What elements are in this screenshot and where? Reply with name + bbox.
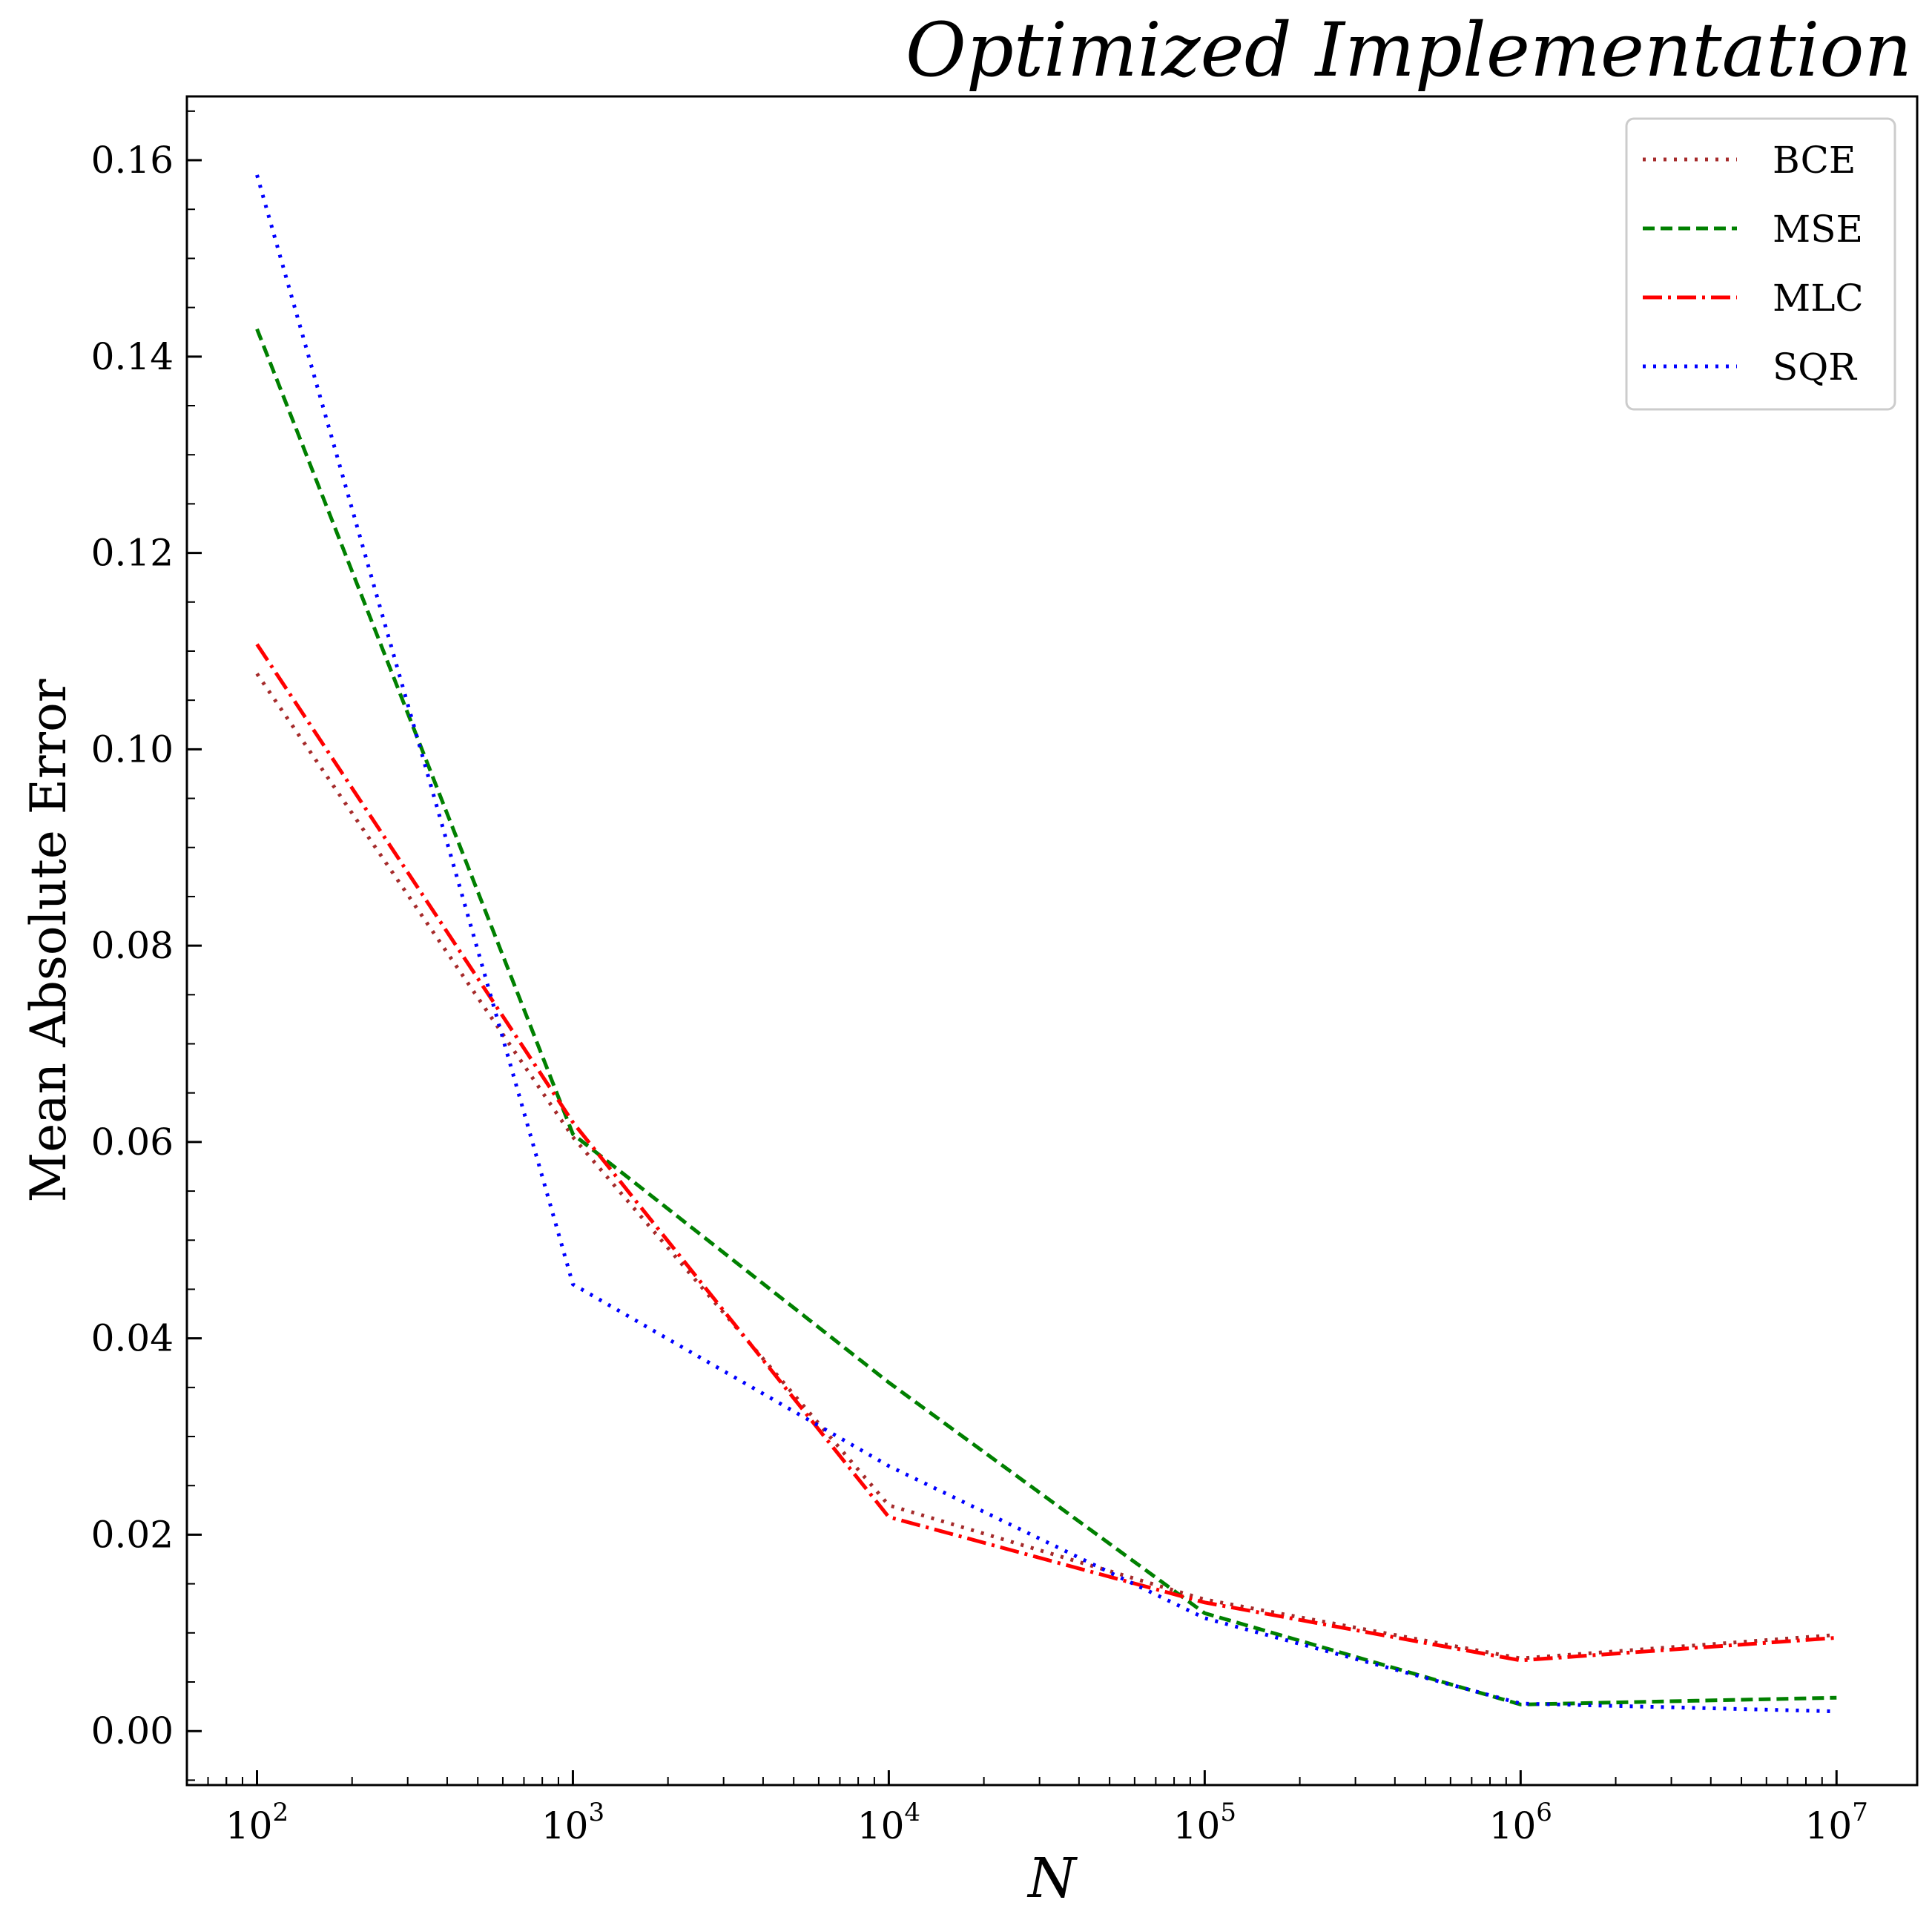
y-tick-label: 0.14 (91, 335, 174, 378)
x-tick-label: 102 (225, 1798, 289, 1847)
y-tick-label: 0.00 (91, 1709, 174, 1752)
chart-title: Optimized Implementation (906, 7, 1912, 93)
x-tick-exponent: 6 (1536, 1798, 1552, 1827)
x-tick-exponent: 4 (904, 1798, 920, 1827)
x-tick-label: 103 (541, 1798, 604, 1847)
x-tick-base: 10 (1805, 1804, 1853, 1847)
x-tick-base: 10 (1489, 1804, 1537, 1847)
y-tick-label: 0.12 (91, 532, 174, 575)
y-axis: 0.00 0.02 0.04 0.06 0.08 0.10 0.12 0.14 0.16 (91, 110, 202, 1781)
y-tick-label: 0.06 (91, 1121, 174, 1164)
legend-label: MLC (1773, 277, 1864, 320)
series-layer (255, 174, 1837, 1714)
x-axis: 102 103 104 105 106 107 (186, 1770, 1868, 1847)
y-tick-label: 0.10 (91, 728, 174, 771)
legend: BCE MSE MLC SQR (1625, 117, 1896, 411)
x-tick-label: 104 (857, 1798, 920, 1847)
legend-label: BCE (1773, 139, 1856, 182)
x-axis-label: N (1026, 1847, 1078, 1910)
x-tick-base: 10 (857, 1804, 905, 1847)
legend-box (1625, 117, 1896, 411)
y-tick-label: 0.04 (91, 1317, 174, 1360)
legend-label: SQR (1773, 346, 1857, 389)
x-tick-exponent: 3 (588, 1798, 604, 1827)
x-tick-label: 105 (1173, 1798, 1236, 1847)
x-tick-base: 10 (1173, 1804, 1221, 1847)
x-tick-label: 106 (1489, 1798, 1552, 1847)
x-tick-exponent: 5 (1220, 1798, 1236, 1827)
series-line-mlc (255, 643, 1837, 1663)
y-tick-label: 0.02 (91, 1513, 174, 1556)
x-tick-base: 10 (541, 1804, 589, 1847)
x-tick-exponent: 7 (1852, 1798, 1868, 1827)
series-line-bce (255, 672, 1837, 1660)
legend-label: MSE (1773, 208, 1863, 251)
series-line-sqr (255, 174, 1837, 1714)
x-tick-label: 107 (1805, 1798, 1868, 1847)
y-tick-label: 0.16 (91, 139, 174, 182)
x-tick-base: 10 (225, 1804, 273, 1847)
x-tick-exponent: 2 (272, 1798, 289, 1827)
series-line-mse (255, 328, 1837, 1706)
y-tick-label: 0.08 (91, 924, 174, 967)
y-axis-label: Mean Absolute Error (20, 679, 77, 1202)
plot-area (185, 95, 1919, 1787)
